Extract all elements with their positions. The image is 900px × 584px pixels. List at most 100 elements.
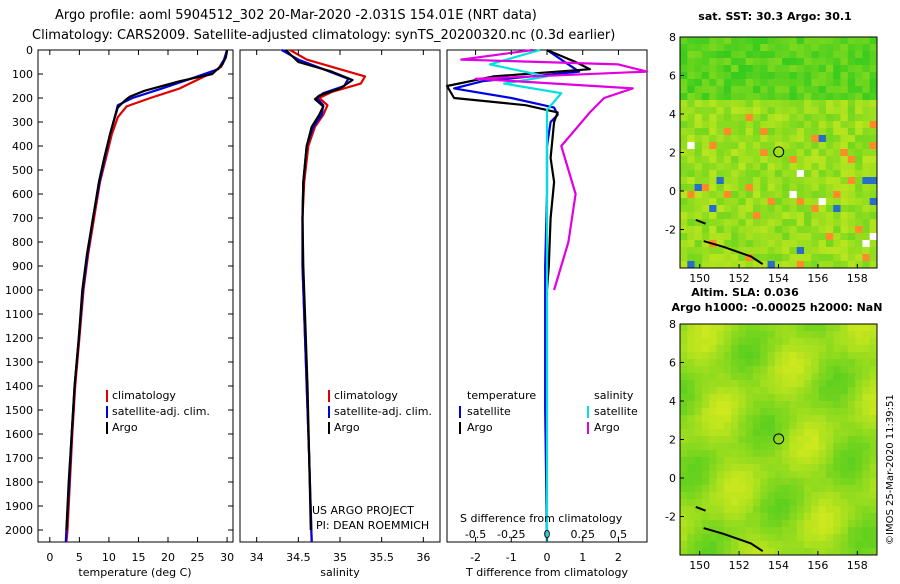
map-cell — [731, 128, 739, 136]
map-cell — [869, 380, 878, 388]
map-cell — [811, 415, 820, 423]
map-cell — [862, 352, 871, 360]
map-cell — [745, 534, 754, 542]
map-cell — [840, 324, 849, 332]
map2-title-line2: Argo h1000: -0.00025 h2000: NaN — [672, 301, 883, 314]
map-cell — [716, 492, 725, 500]
map-cell — [847, 548, 856, 556]
map-cell — [869, 100, 878, 108]
map-cell — [855, 233, 863, 241]
map-cell — [774, 149, 783, 157]
map-cell — [694, 254, 703, 262]
map-cell — [767, 373, 776, 381]
map-cell — [811, 352, 820, 360]
map-cell — [701, 408, 710, 416]
map-cell — [723, 443, 732, 451]
map-cell — [825, 149, 834, 157]
map-cell — [811, 247, 820, 255]
map-cell — [855, 177, 863, 185]
map-cell — [709, 422, 717, 430]
map-cell — [833, 422, 841, 430]
map-cell — [731, 261, 739, 269]
credit-text: ©IMOS 25-Mar-2020 11:39:51 — [885, 394, 896, 545]
legend-satellite: satellite-adj. clim. — [112, 405, 210, 418]
map-cell — [796, 373, 805, 381]
map-cell — [782, 86, 790, 94]
map-cell — [687, 436, 695, 444]
map-cell — [782, 422, 790, 430]
map-cell — [694, 212, 703, 220]
map-cell — [847, 534, 856, 542]
map-cell — [701, 492, 710, 500]
map-cell — [752, 338, 761, 346]
map-y-tick-label: 4 — [669, 395, 676, 408]
map-cell — [855, 534, 863, 542]
map-cell — [847, 114, 856, 122]
map-cell — [855, 135, 863, 143]
map-cell — [825, 436, 834, 444]
map-cell — [811, 422, 820, 430]
map-cell — [855, 457, 863, 465]
map-cell — [738, 37, 747, 45]
map-cell — [862, 345, 871, 353]
map-cell — [796, 513, 805, 521]
map-cell — [760, 51, 768, 59]
map-cell — [833, 37, 841, 45]
map-cell — [738, 443, 747, 451]
map-cell — [825, 93, 834, 101]
map-cell — [811, 65, 820, 73]
map-cell — [862, 359, 871, 367]
map-cell — [694, 345, 703, 353]
map-cell — [694, 128, 703, 136]
map-x-tick-label: 158 — [847, 559, 868, 572]
map-cell — [840, 394, 849, 402]
map-cell — [709, 212, 717, 220]
map-cell — [782, 177, 790, 185]
map-cell — [825, 233, 834, 241]
map-cell — [767, 408, 776, 416]
map-cell — [680, 198, 688, 206]
map-cell — [869, 436, 878, 444]
map-cell — [694, 72, 703, 80]
map-cell — [774, 135, 783, 143]
map-cell — [752, 128, 761, 136]
map-cell — [847, 128, 856, 136]
map-cell — [731, 37, 739, 45]
map-cell — [833, 359, 841, 367]
map-cell — [789, 394, 798, 402]
map-cell — [833, 408, 841, 416]
map-cell — [709, 163, 717, 171]
map-cell — [745, 359, 754, 367]
map-cell — [731, 541, 739, 549]
map-cell — [767, 324, 776, 332]
map-cell — [847, 261, 856, 269]
map-cell — [840, 548, 849, 556]
map-cell — [723, 520, 732, 528]
map-cell — [869, 247, 878, 255]
map-cell — [716, 44, 725, 52]
map-cell — [855, 219, 863, 227]
map-cell — [745, 520, 754, 528]
map-cell — [709, 408, 717, 416]
map-cell — [716, 128, 725, 136]
map-cell — [709, 471, 717, 479]
map-cell — [694, 450, 703, 458]
map-cell — [840, 373, 849, 381]
map-cell — [774, 79, 783, 87]
map-cell — [687, 72, 695, 80]
map1-title: sat. SST: 30.3 Argo: 30.1 — [698, 10, 851, 23]
map-x-tick-label: 152 — [729, 559, 750, 572]
map-cell — [723, 86, 732, 94]
map-cell — [774, 156, 783, 164]
map-cell — [745, 527, 754, 535]
map-cell — [855, 107, 863, 115]
map-cell — [723, 534, 732, 542]
map-cell — [818, 520, 827, 528]
map-cell — [782, 240, 790, 248]
map-cell — [701, 163, 710, 171]
map-cell — [869, 478, 878, 486]
map-cell — [716, 198, 725, 206]
map-cell — [847, 394, 856, 402]
map-cell — [716, 233, 725, 241]
map-cell — [731, 219, 739, 227]
